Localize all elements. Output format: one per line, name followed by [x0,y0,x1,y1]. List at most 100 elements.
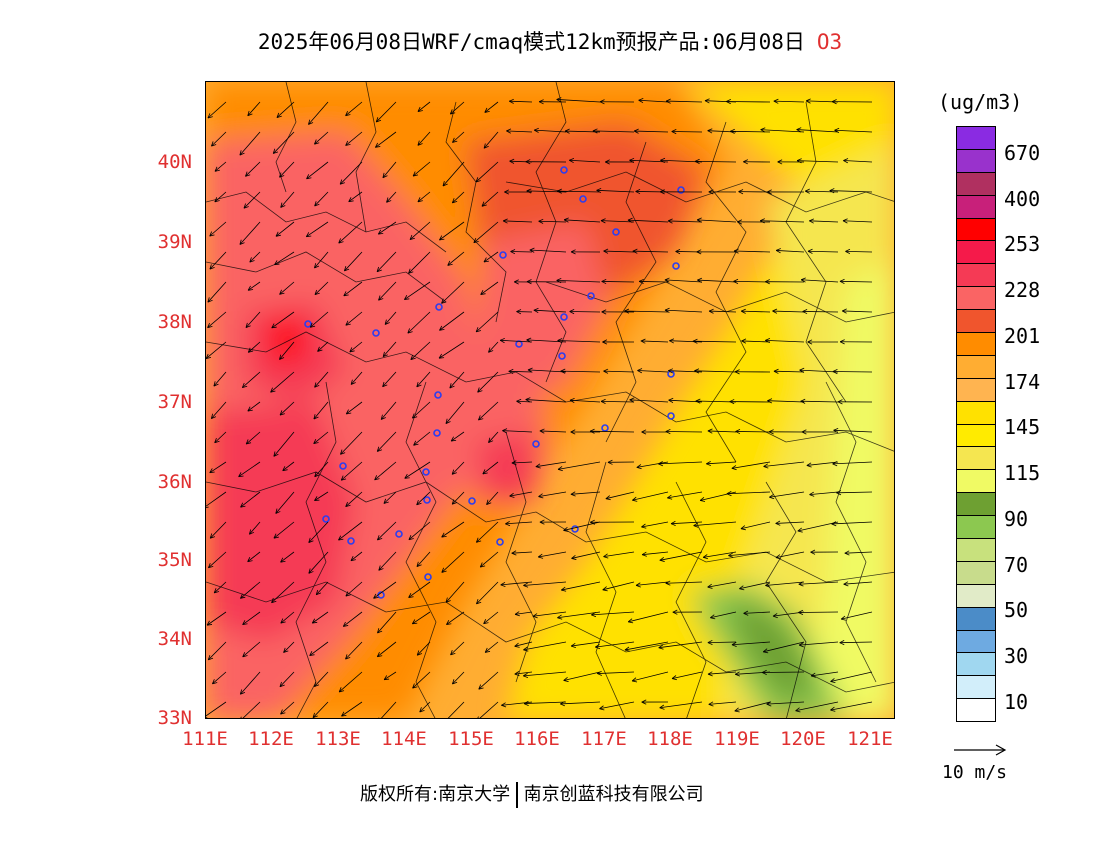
wind-vector-arrow [730,128,771,134]
city-marker-icon [601,424,609,432]
wind-vector-arrow [345,131,363,146]
wind-vector-arrow [563,671,601,682]
wind-vector-arrow [669,338,703,344]
wind-vector-arrow [245,161,261,177]
wind-vector-arrow [212,671,227,685]
wind-vector-arrow [762,669,805,675]
lon-tick-113: 113E [315,728,361,750]
wind-vector-arrow [375,101,397,123]
wind-vector-arrow [557,461,601,472]
wind-vector-arrow [523,641,567,652]
wind-vector-arrow [213,581,227,594]
colorbar-label-90: 90 [1004,507,1029,531]
wind-vectors [206,97,873,718]
wind-vector-arrow [317,341,329,352]
wind-vector-arrow [475,311,499,333]
wind-vector-arrow [249,251,261,263]
wind-vector-arrow [478,401,499,421]
colorbar-label-50: 50 [1004,598,1029,622]
wind-vector-arrow [209,461,227,474]
wind-vector-arrow [631,671,669,683]
wind-vector-arrow [768,429,805,435]
wind-vector-arrow [313,401,329,420]
city-marker-icon [468,497,476,505]
wind-vector-arrow [831,99,873,105]
wind-vector-arrow [539,428,567,434]
wind-vector-arrow [670,520,703,526]
wind-vector-arrow [602,581,635,592]
wind-vector-arrow [658,641,703,650]
wind-vector-arrow [570,491,601,497]
colorbar-label-253: 253 [1004,232,1041,256]
wind-vector-arrow [445,401,465,424]
colorbar-swatch-8 [957,309,995,333]
wind-vector-arrow [499,338,533,344]
wind-vector-arrow [589,428,635,434]
wind-vector-arrow [240,581,261,599]
wind-vector-arrow [841,308,873,314]
wind-vector-arrow [658,461,703,467]
lon-tick-121: 121E [847,728,893,750]
wind-vector-arrow [636,461,669,470]
wind-vector-arrow [481,191,499,207]
wind-vector-arrow [731,461,771,471]
wind-vector-arrow [595,641,635,650]
wind-vector-arrow [739,581,771,591]
wind-vector-arrow [844,550,873,556]
wind-vector-arrow [832,461,873,467]
wind-vector-arrow [796,158,839,164]
wind-vector-arrow [570,641,601,648]
wind-vector-arrow [635,581,669,588]
city-marker-icon [612,228,620,236]
wind-vector-arrow [839,278,873,284]
wind-vector-arrow [408,521,431,541]
wind-vector-arrow [741,338,771,344]
wind-vector-arrow [475,161,499,183]
wind-vector-arrow [601,309,635,315]
wind-vector-arrow [738,189,771,195]
wind-vector-arrow [557,188,601,194]
wind-vector-arrow [726,491,771,497]
colorbar-swatch-15 [957,469,995,493]
copyright-separator [516,782,518,808]
wind-vector-arrow [378,281,397,301]
wind-vector-arrow [659,701,703,710]
wind-vector-arrow [773,98,805,104]
colorbar-swatch-17 [957,515,995,539]
city-marker-icon [422,468,430,476]
wind-vector-arrow [340,431,363,455]
wind-vector-arrow [314,461,329,478]
wind-vector-arrow [445,581,465,603]
colorbar-label-145: 145 [1004,415,1041,439]
wind-vector-arrow [488,431,499,443]
lon-tick-115: 115E [448,728,494,750]
wind-vector-arrow [659,551,703,562]
city-marker-icon [372,329,380,337]
wind-vector-arrow [247,401,261,412]
wind-vector-arrow [449,371,465,389]
wind-vector-arrow [629,397,669,403]
wind-vector-arrow [314,251,329,269]
colorbar-swatch-22 [957,629,995,653]
wind-vector-arrow [308,101,329,125]
city-marker-icon [499,251,507,259]
wind-vector-arrow [376,431,397,452]
wind-vector-arrow [209,251,227,270]
city-marker-icon [347,537,355,545]
wind-vector-arrow [769,491,805,500]
wind-vector-arrow [560,701,601,707]
lat-tick-33: 33N [157,707,192,729]
city-markers [304,166,685,599]
city-marker-icon [435,303,443,311]
wind-vector-arrow [570,249,601,255]
copyright-prefix: 版权所有:南京大学 [360,784,511,805]
wind-vector-arrow [413,431,431,446]
wind-vector-arrow [514,611,533,617]
city-marker-icon [496,538,504,546]
wind-vector-arrow [563,521,601,532]
wind-vector-arrow [767,398,805,404]
wind-vector-arrow [417,191,431,203]
wind-vector-arrow [382,161,397,179]
colorbar-label-10: 10 [1004,690,1029,714]
wind-vector-arrow [510,249,533,255]
